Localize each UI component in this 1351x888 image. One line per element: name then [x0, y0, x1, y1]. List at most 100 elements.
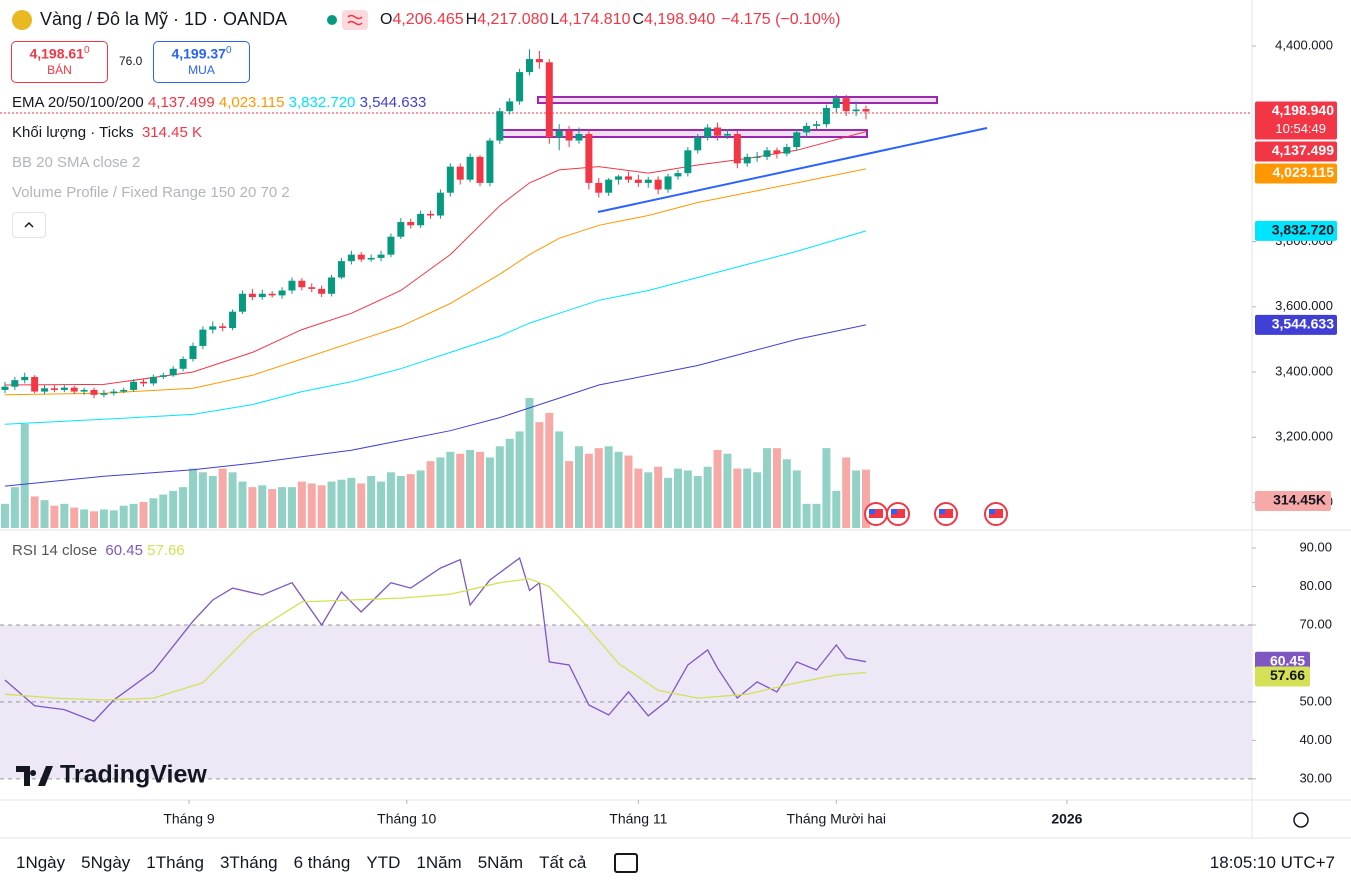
- volume-bar: [30, 496, 39, 528]
- candle-body: [822, 107, 830, 125]
- volume-bar: [377, 481, 386, 528]
- volume-bar: [495, 446, 504, 528]
- candle-body: [219, 326, 227, 328]
- rsi-legend[interactable]: RSI 14 close 60.45 57.66: [12, 542, 185, 559]
- volume-bar: [248, 487, 257, 528]
- volume-bar: [733, 468, 742, 528]
- candle-body: [367, 257, 375, 260]
- hidden-indicator[interactable]: BB 20 SMA close 2: [12, 154, 140, 171]
- volume-bar: [624, 455, 633, 528]
- buy-button[interactable]: 4,199.370 MUA: [153, 41, 250, 83]
- volume-badge-label: 314.45K: [1273, 492, 1326, 508]
- volume-bar: [139, 502, 148, 528]
- logo-text: TradingView: [60, 761, 207, 789]
- ema-badge-label: 4,023.115: [1272, 164, 1334, 180]
- volume-badge: [1255, 491, 1331, 511]
- zone-drawing[interactable]: [499, 129, 868, 138]
- candle-body: [605, 179, 613, 193]
- candle-body: [723, 134, 731, 136]
- volume-bar: [60, 503, 69, 528]
- volume-bar: [763, 448, 772, 528]
- volume-bar: [485, 457, 494, 528]
- range-button[interactable]: Tất cả: [539, 853, 587, 872]
- event-icons[interactable]: [864, 502, 1008, 526]
- settings-icon[interactable]: [1293, 812, 1309, 828]
- ema-badge-label: 4,137.499: [1272, 142, 1334, 158]
- rsi-line: [4, 578, 867, 701]
- candle-body: [634, 179, 642, 183]
- rsi-title: RSI 14 close: [12, 542, 98, 559]
- candle-body: [248, 293, 256, 298]
- volume-bar: [70, 507, 79, 528]
- indicator-title: BB 20 SMA close 2: [12, 154, 141, 171]
- range-button[interactable]: 6 tháng: [293, 853, 351, 872]
- range-button[interactable]: 1Ngày: [16, 853, 66, 872]
- volume-bar: [594, 448, 603, 528]
- volume-bar: [535, 422, 544, 528]
- volume-bar: [614, 451, 623, 528]
- volume-bar: [476, 451, 485, 528]
- candle-body: [525, 59, 533, 73]
- candle-body: [308, 287, 316, 289]
- range-button[interactable]: 1Năm: [416, 853, 462, 872]
- candle-body: [664, 176, 672, 190]
- volume-bar: [80, 509, 89, 528]
- volume-bar: [10, 487, 19, 528]
- volume-bar: [20, 424, 29, 528]
- range-button[interactable]: 5Ngày: [81, 853, 131, 872]
- candle-body: [31, 376, 39, 392]
- volume-title: Khối lượng · Ticks: [12, 124, 134, 141]
- candle-body: [803, 125, 811, 133]
- candle-body: [179, 358, 187, 369]
- candle-body: [120, 389, 128, 392]
- sell-price-pip: 0: [83, 45, 90, 56]
- volume-bar: [268, 489, 277, 528]
- sell-price: 4,198.61: [29, 45, 84, 62]
- candle-body: [21, 376, 29, 381]
- candle-body: [694, 137, 702, 151]
- candle-body: [842, 98, 850, 112]
- clock[interactable]: 18:05:10 UTC+7: [1209, 853, 1335, 872]
- volume-bar: [198, 472, 207, 528]
- hidden-indicator[interactable]: Volume Profile / Fixed Range 150 20 70 2: [12, 184, 290, 201]
- ohlc-key: O: [380, 11, 393, 28]
- range-button[interactable]: 3Tháng: [219, 853, 278, 872]
- volume-bar: [723, 453, 732, 528]
- volume-bar: [317, 485, 326, 528]
- spread: 76.0: [119, 54, 143, 68]
- volume-bar: [278, 487, 287, 528]
- x-tick-label: Tháng 9: [163, 811, 215, 827]
- candle-body: [486, 140, 494, 183]
- candle-body: [674, 173, 682, 177]
- bottom-toolbar: 18:05:10 UTC+7 1Ngày 5Ngày 1Tháng 3Tháng 6 t…: [0, 838, 1351, 888]
- ema-legend[interactable]: EMA 20/50/100/200 4,137.499 4,023.115 3,…: [12, 94, 426, 111]
- range-button[interactable]: 1Tháng: [146, 853, 204, 872]
- buy-price: 4,199.37: [171, 45, 226, 62]
- rsi-tick-label: 40.00: [1299, 732, 1332, 747]
- volume-bar: [238, 481, 247, 528]
- zone-drawing[interactable]: [537, 96, 938, 104]
- sell-button[interactable]: 4,198.610 BÁN: [11, 41, 108, 83]
- candle-body: [496, 111, 504, 141]
- symbol-title[interactable]: Vàng / Đô la Mỹ · 1D · OANDA: [40, 9, 288, 29]
- bar-countdown: 10:54:49: [1275, 121, 1326, 136]
- volume-bar: [644, 472, 653, 528]
- volume-bar: [673, 468, 682, 528]
- volume-value: 314.45 K: [141, 124, 202, 141]
- candle-body: [288, 280, 296, 291]
- collapse-button[interactable]: [12, 212, 46, 238]
- range-button[interactable]: YTD: [366, 853, 401, 872]
- rsi-tick-label: 30.00: [1299, 770, 1332, 785]
- volume-legend[interactable]: Khối lượng · Ticks 314.45 K: [12, 124, 202, 141]
- date-range-icon[interactable]: [614, 853, 639, 873]
- market-open-icon: [327, 15, 337, 25]
- ema-badge-label: 3,832.720: [1272, 222, 1334, 238]
- range-button[interactable]: 5Năm: [477, 853, 524, 872]
- trend-line[interactable]: [597, 127, 988, 213]
- ohlc-key: C: [632, 11, 645, 28]
- volume-bar: [683, 470, 692, 528]
- volume-bar: [169, 490, 178, 528]
- ema-badge: [1255, 220, 1337, 241]
- volume-bar: [307, 483, 316, 528]
